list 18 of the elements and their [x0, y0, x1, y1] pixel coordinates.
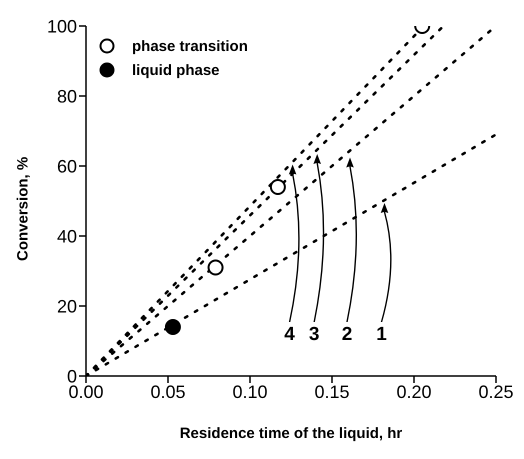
annotation: 4 [284, 324, 296, 345]
annotation: 2 [342, 324, 352, 345]
x-axis-title: Residence time of the liquid, hr [180, 425, 402, 442]
y-tick-label: 80 [56, 86, 77, 106]
x-tick-label: 0.05 [150, 382, 186, 402]
legend-label: liquid phase [132, 62, 220, 78]
annotation: 1 [376, 324, 388, 345]
y-tick-label: 100 [46, 16, 77, 36]
y-tick-label: 40 [56, 226, 77, 246]
x-tick-label: 0.10 [232, 382, 268, 402]
legend-label: phase transition [132, 38, 248, 54]
annotation: 3 [308, 324, 320, 345]
y-axis-title: Conversion, % [14, 156, 32, 261]
y-tick-label: 60 [56, 156, 77, 176]
x-tick-label: 0.15 [314, 382, 350, 402]
x-tick-label: 0.25 [478, 382, 514, 402]
x-tick-label: 0.20 [396, 382, 432, 402]
y-tick-label: 20 [56, 296, 77, 316]
